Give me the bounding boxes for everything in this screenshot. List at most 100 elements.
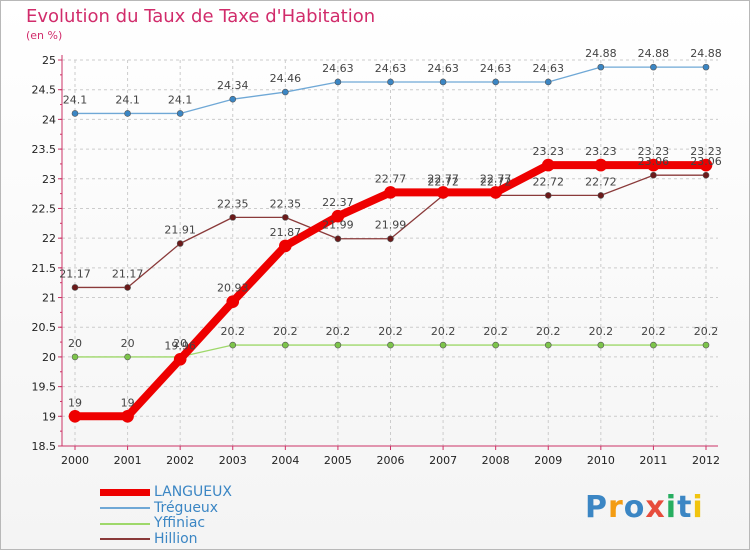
y-tick-label: 23 xyxy=(42,173,56,186)
data-point-langueux xyxy=(384,186,397,199)
logo-letter: P xyxy=(585,490,608,525)
y-tick-label: 21.5 xyxy=(32,262,57,275)
legend-label: Yffiniac xyxy=(154,515,206,532)
data-point-langueux xyxy=(173,352,187,366)
data-point-tregueux xyxy=(71,110,79,117)
data-label-hillion: 22.72 xyxy=(480,175,512,188)
legend-swatch xyxy=(100,489,150,497)
logo-letter: r xyxy=(608,490,624,525)
data-label-langueux: 19 xyxy=(121,396,135,409)
x-tick-label: 2009 xyxy=(534,454,562,467)
data-point-yffiniac xyxy=(439,341,447,349)
data-label-yffiniac: 20 xyxy=(68,337,82,350)
data-point-tregueux xyxy=(544,78,552,86)
data-label-hillion: 22.35 xyxy=(217,197,249,210)
data-point-tregueux xyxy=(282,88,289,96)
data-label-yffiniac: 20 xyxy=(173,337,187,350)
data-label-yffiniac: 20.2 xyxy=(378,325,403,338)
proxiti-logo: Proxiti xyxy=(585,490,704,525)
data-point-hillion xyxy=(124,284,131,291)
data-label-langueux: 22.77 xyxy=(375,172,407,185)
data-point-yffiniac xyxy=(282,341,289,349)
data-label-langueux: 23.23 xyxy=(638,145,670,158)
data-point-tregueux xyxy=(650,63,657,71)
data-label-langueux: 20.93 xyxy=(217,282,249,295)
data-label-tregueux: 24.88 xyxy=(690,47,722,60)
legend-item-yffiniac[interactable]: Yffiniac xyxy=(100,516,232,532)
data-label-yffiniac: 20.2 xyxy=(273,325,298,338)
data-point-hillion xyxy=(334,235,342,243)
data-label-yffiniac: 20.2 xyxy=(694,325,719,338)
legend-item-tregueux[interactable]: Trégueux xyxy=(100,499,232,517)
data-point-tregueux xyxy=(176,110,184,117)
legend-label: Hillion xyxy=(154,530,198,547)
x-tick-label: 2006 xyxy=(377,454,405,467)
data-point-hillion xyxy=(176,240,184,247)
legend-label: Trégueux xyxy=(154,499,219,516)
data-label-hillion: 22.72 xyxy=(533,175,565,188)
data-point-langueux xyxy=(699,158,713,172)
data-point-hillion xyxy=(229,214,237,221)
data-point-hillion xyxy=(650,171,657,179)
legend-swatch xyxy=(100,507,150,510)
logo-letter: x xyxy=(645,490,666,525)
legend-item-langueux[interactable]: LANGUEUX xyxy=(100,485,232,501)
y-tick-label: 19 xyxy=(42,410,56,423)
data-label-tregueux: 24.1 xyxy=(63,93,88,106)
data-label-yffiniac: 20.2 xyxy=(431,325,456,338)
data-point-tregueux xyxy=(597,63,605,71)
data-point-hillion xyxy=(387,235,394,243)
data-label-yffiniac: 20.2 xyxy=(641,325,666,338)
data-label-yffiniac: 20.2 xyxy=(483,325,508,338)
logo-letter: o xyxy=(623,490,646,525)
y-tick-label: 24 xyxy=(42,113,56,126)
data-label-tregueux: 24.63 xyxy=(375,62,407,75)
data-point-hillion xyxy=(282,214,289,221)
data-point-tregueux xyxy=(439,78,447,86)
legend-swatch xyxy=(100,522,150,525)
y-tick-label: 24.5 xyxy=(32,84,57,97)
data-label-hillion: 23.06 xyxy=(690,155,722,168)
x-tick-label: 2011 xyxy=(639,454,667,467)
data-point-tregueux xyxy=(492,78,499,86)
data-label-langueux: 23.23 xyxy=(533,145,565,158)
x-tick-label: 2003 xyxy=(219,454,247,467)
data-label-tregueux: 24.1 xyxy=(168,93,193,106)
legend-item-hillion[interactable]: Hillion xyxy=(100,530,232,548)
data-point-tregueux xyxy=(702,63,710,71)
logo-letter: t xyxy=(677,490,693,525)
x-tick-label: 2010 xyxy=(587,454,615,467)
x-tick-label: 2000 xyxy=(61,454,89,467)
x-tick-label: 2007 xyxy=(429,454,457,467)
data-labels: 24.1 24.1 24.1 24.34 24.46 24.63 24.63 24.63 24.… xyxy=(59,47,722,409)
y-tick-label: 22.5 xyxy=(32,202,57,215)
data-label-langueux: 22.37 xyxy=(322,196,354,209)
data-point-yffiniac xyxy=(702,341,710,349)
data-label-hillion: 21.17 xyxy=(59,267,91,280)
data-label-tregueux: 24.34 xyxy=(217,79,249,92)
data-point-langueux xyxy=(279,239,292,253)
data-label-langueux: 22.77 xyxy=(480,172,512,185)
y-tick-label: 22 xyxy=(42,232,56,245)
data-point-langueux xyxy=(594,158,608,172)
x-tick-label: 2008 xyxy=(482,454,510,467)
data-label-hillion: 22.35 xyxy=(270,197,302,210)
y-tick-label: 21 xyxy=(42,292,56,305)
data-point-langueux xyxy=(489,186,502,199)
data-label-hillion: 21.91 xyxy=(164,223,196,236)
data-label-tregueux: 24.63 xyxy=(533,62,565,75)
data-point-langueux xyxy=(541,158,555,172)
data-point-yffiniac xyxy=(650,341,657,349)
data-label-hillion: 21.99 xyxy=(375,219,407,232)
data-label-hillion: 23.06 xyxy=(638,155,670,168)
data-point-langueux xyxy=(226,295,240,308)
data-label-tregueux: 24.88 xyxy=(585,47,617,60)
legend-label: LANGUEUX xyxy=(154,484,232,501)
y-tick-label: 20 xyxy=(42,351,56,364)
y-tick-label: 19.5 xyxy=(32,381,57,394)
logo-letter: i xyxy=(692,490,704,525)
data-label-yffiniac: 20.2 xyxy=(589,325,614,338)
data-label-hillion: 22.72 xyxy=(585,175,617,188)
y-tick-label: 25 xyxy=(42,54,56,67)
